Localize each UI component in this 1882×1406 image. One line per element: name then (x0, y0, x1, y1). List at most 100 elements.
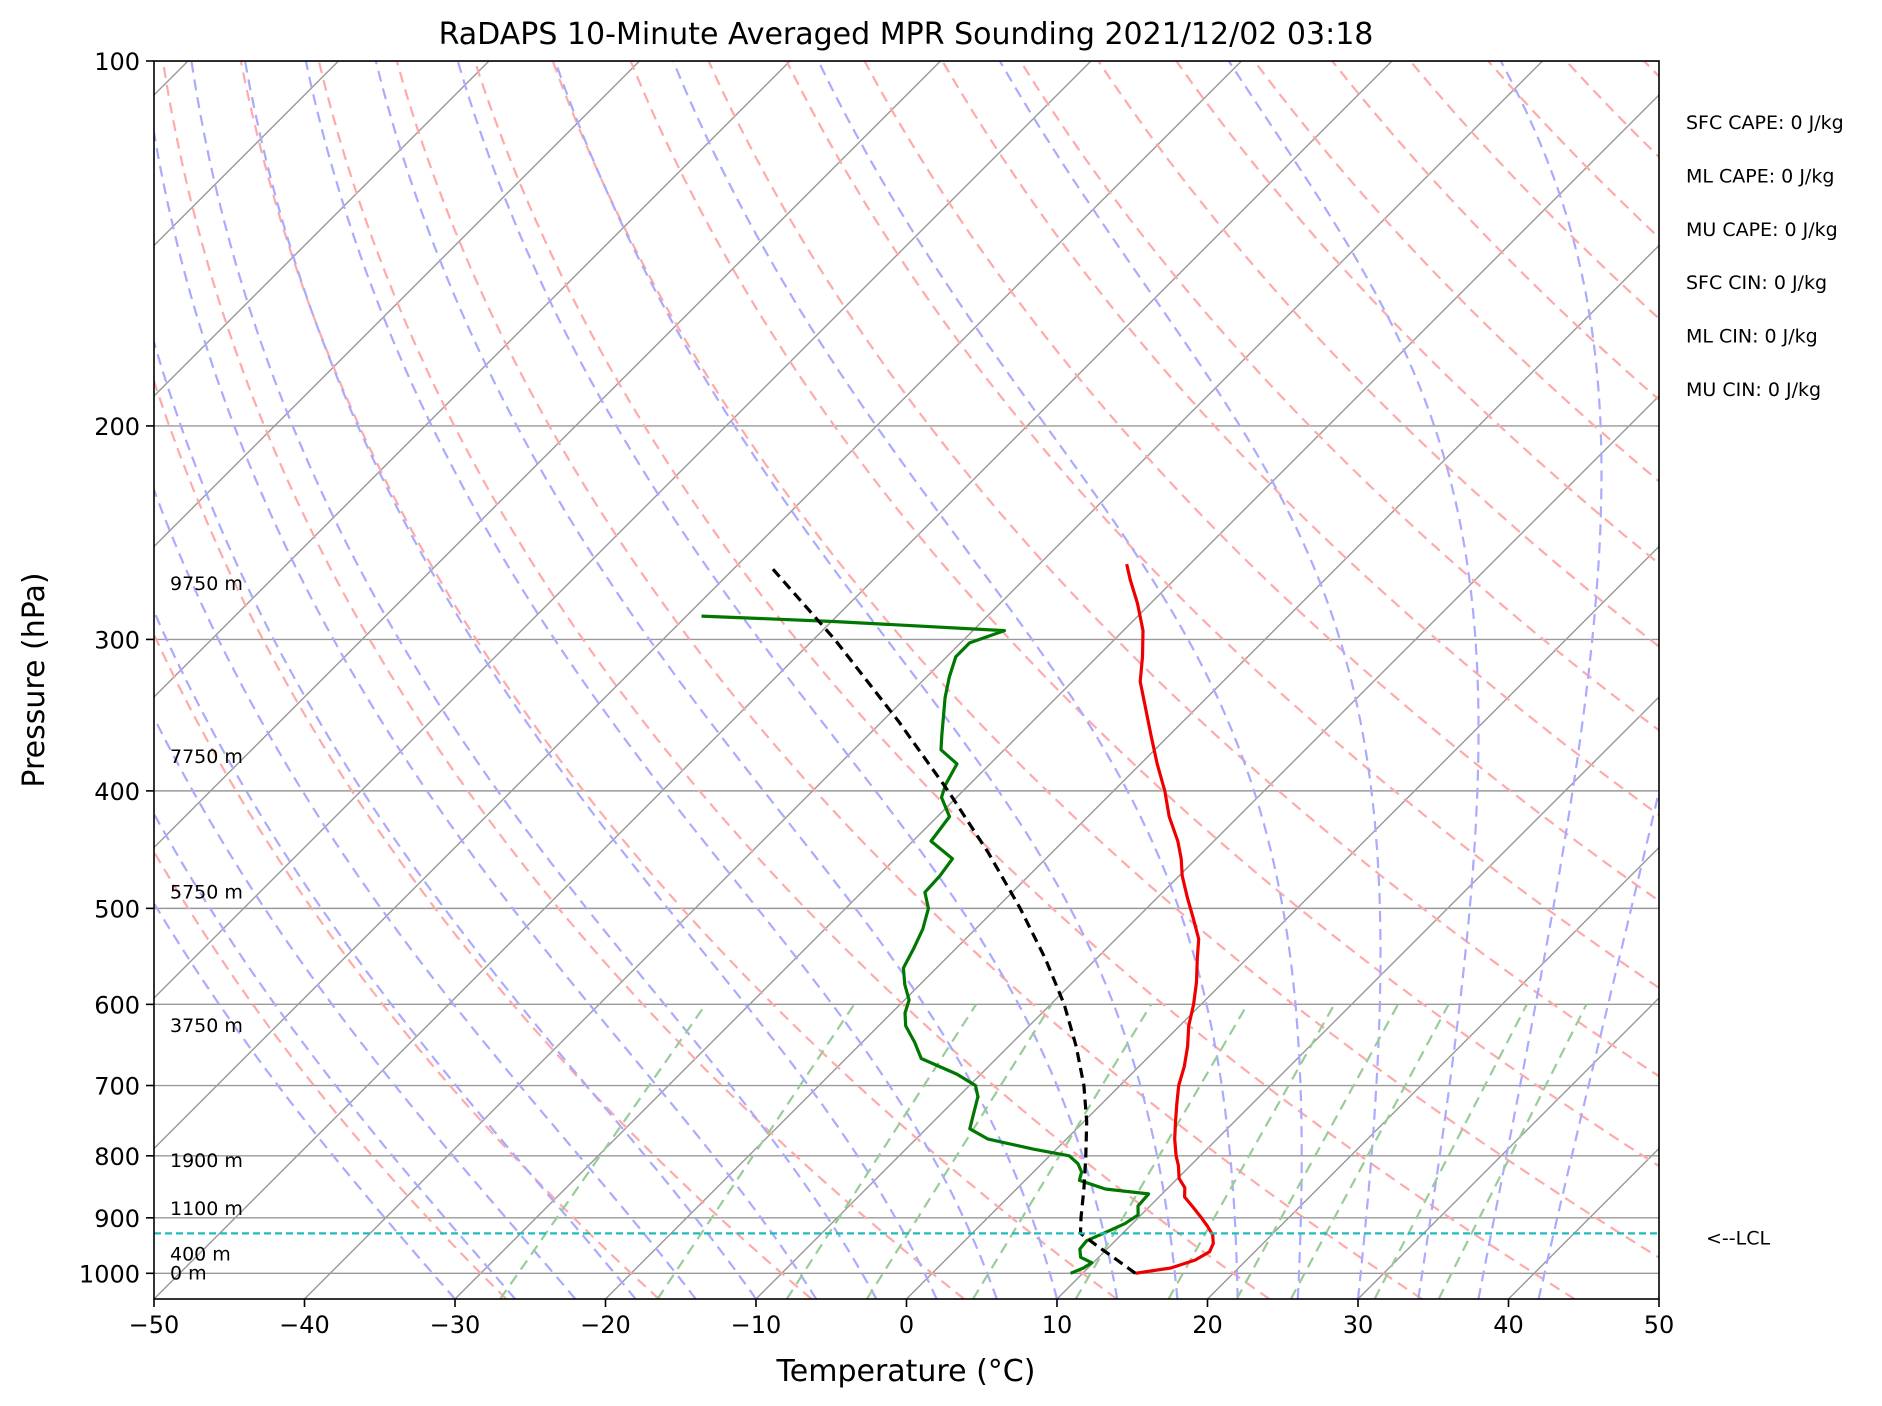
isotherm-line (1810, 61, 1882, 1299)
y-tick-label: 100 (94, 48, 140, 76)
isotherm-line (906, 545, 1659, 1299)
isotherm-line (154, 61, 1393, 1299)
dry-adiabat-line (161, 61, 965, 1299)
dry-adiabat-line (239, 61, 1118, 1299)
y-tick-label: 500 (94, 895, 140, 923)
dry-adiabat-line (1643, 61, 1659, 78)
mixing-ratio-line (785, 1003, 978, 1299)
moist-adiabat-line (154, 901, 456, 1299)
x-tick-label: 20 (1192, 1311, 1223, 1339)
dry-adiabat-line (473, 61, 1576, 1299)
y-axis-label: Pressure (hPa) (17, 572, 52, 787)
x-tick-label: 10 (1042, 1311, 1073, 1339)
stability-index-text: SFC CIN: 0 J/kg (1686, 272, 1827, 294)
height-label: 0 m (170, 1262, 207, 1284)
moist-adiabat-line (1537, 786, 1659, 1299)
x-tick-label: 0 (899, 1311, 914, 1339)
dry-adiabat-line (863, 61, 1659, 903)
dry-adiabat-line (1097, 61, 1659, 648)
temperature-profile-line (1125, 563, 1215, 1275)
dry-adiabat-line (1409, 61, 1659, 320)
isotherm-line (1207, 846, 1659, 1299)
moist-adiabat-line (154, 811, 517, 1299)
dry-adiabat-line (1019, 61, 1659, 732)
isotherm-line (755, 395, 1659, 1299)
dry-adiabat-line (154, 849, 508, 1299)
y-tick-label: 800 (94, 1143, 140, 1171)
mixing-ratio-line (972, 1003, 1153, 1299)
y-axis-ticks: 1000 900 800 700 600 500 400 300 200 100 (79, 48, 154, 1288)
isotherm-line (1658, 1298, 1659, 1299)
moist-adiabat-line (154, 715, 577, 1299)
isotherm-line (454, 94, 1659, 1299)
moist-adiabat-line (456, 61, 1119, 1299)
moist-adiabat-line (154, 608, 637, 1299)
mixing-ratio-line (1373, 1003, 1528, 1299)
y-tick-label: 1000 (79, 1260, 140, 1288)
isotherm-line (1056, 696, 1659, 1299)
moist-adiabat-line (190, 61, 878, 1299)
stability-index-text: ML CIN: 0 J/kg (1686, 326, 1818, 348)
stability-indices: SFC CAPE: 0 J/kg ML CAPE: 0 J/kg MU CAPE: … (1686, 112, 1844, 401)
moist-adiabat-line (154, 486, 697, 1299)
y-tick-label: 200 (94, 413, 140, 441)
parcel-path-line (770, 567, 1137, 1275)
height-label: 9750 m (170, 573, 243, 595)
stability-index-text: MU CAPE: 0 J/kg (1686, 219, 1838, 241)
moist-adiabat-line (374, 61, 1059, 1299)
isotherm-line (154, 61, 791, 698)
x-tick-label: 50 (1644, 1311, 1675, 1339)
moist-adiabat-line (554, 61, 1179, 1299)
isotherm-line (605, 244, 1659, 1299)
isotherm-line (154, 61, 1092, 999)
dry-adiabat-line (154, 377, 813, 1299)
height-label: 400 m (170, 1244, 231, 1266)
height-label: 1100 m (170, 1198, 243, 1220)
isotherm-line (154, 61, 941, 849)
mixing-ratio-line (656, 1003, 856, 1299)
moist-adiabat-line (154, 126, 818, 1299)
dry-adiabat-line (1175, 61, 1659, 565)
moist-adiabat-line (304, 61, 998, 1299)
isotherm-line (154, 61, 490, 397)
isotherm-line (304, 61, 1543, 1299)
dry-adiabat-line (629, 61, 1659, 1168)
height-label: 7750 m (170, 746, 243, 768)
x-tick-label: −40 (279, 1311, 330, 1339)
stability-index-text: SFC CAPE: 0 J/kg (1686, 112, 1844, 134)
y-tick-label: 600 (94, 991, 140, 1019)
chart-title: RaDAPS 10-Minute Averaged MPR Sounding 2… (439, 17, 1374, 52)
background-lines (154, 61, 1882, 1299)
dry-adiabat-line (941, 61, 1659, 817)
moist-adiabat-line (243, 61, 938, 1299)
height-label: 5750 m (170, 881, 243, 903)
stability-index-text: ML CAPE: 0 J/kg (1686, 165, 1834, 187)
y-tick-label: 400 (94, 778, 140, 806)
moist-adiabat-line (998, 61, 1382, 1299)
x-tick-label: −10 (731, 1311, 782, 1339)
height-label: 3750 m (170, 1015, 243, 1037)
dry-adiabat-line (1565, 61, 1659, 159)
height-label: 1900 m (170, 1150, 243, 1172)
dry-adiabat-line (317, 61, 1271, 1299)
mixing-ratio-line (865, 1003, 1053, 1299)
moist-adiabat-line (1227, 61, 1480, 1299)
isotherm-line (1357, 997, 1659, 1299)
x-tick-label: −50 (129, 1311, 180, 1339)
y-tick-label: 300 (94, 626, 140, 654)
dry-adiabat-line (785, 61, 1659, 990)
dry-adiabat-line (154, 632, 660, 1299)
y-tick-label: 900 (94, 1205, 140, 1233)
mixing-ratio-line (1437, 1003, 1588, 1299)
x-tick-label: −30 (430, 1311, 481, 1339)
moist-adiabat-line (672, 61, 1239, 1299)
x-tick-label: 40 (1493, 1311, 1524, 1339)
x-tick-label: −20 (580, 1311, 631, 1339)
isotherm-line (1508, 1147, 1659, 1299)
dry-adiabat-line (395, 61, 1423, 1299)
dry-adiabat-line (1722, 61, 1882, 1299)
x-axis-label: Temperature (°C) (776, 1354, 1036, 1389)
x-tick-label: 30 (1343, 1311, 1374, 1339)
lcl-label: <--LCL (1706, 1227, 1770, 1249)
